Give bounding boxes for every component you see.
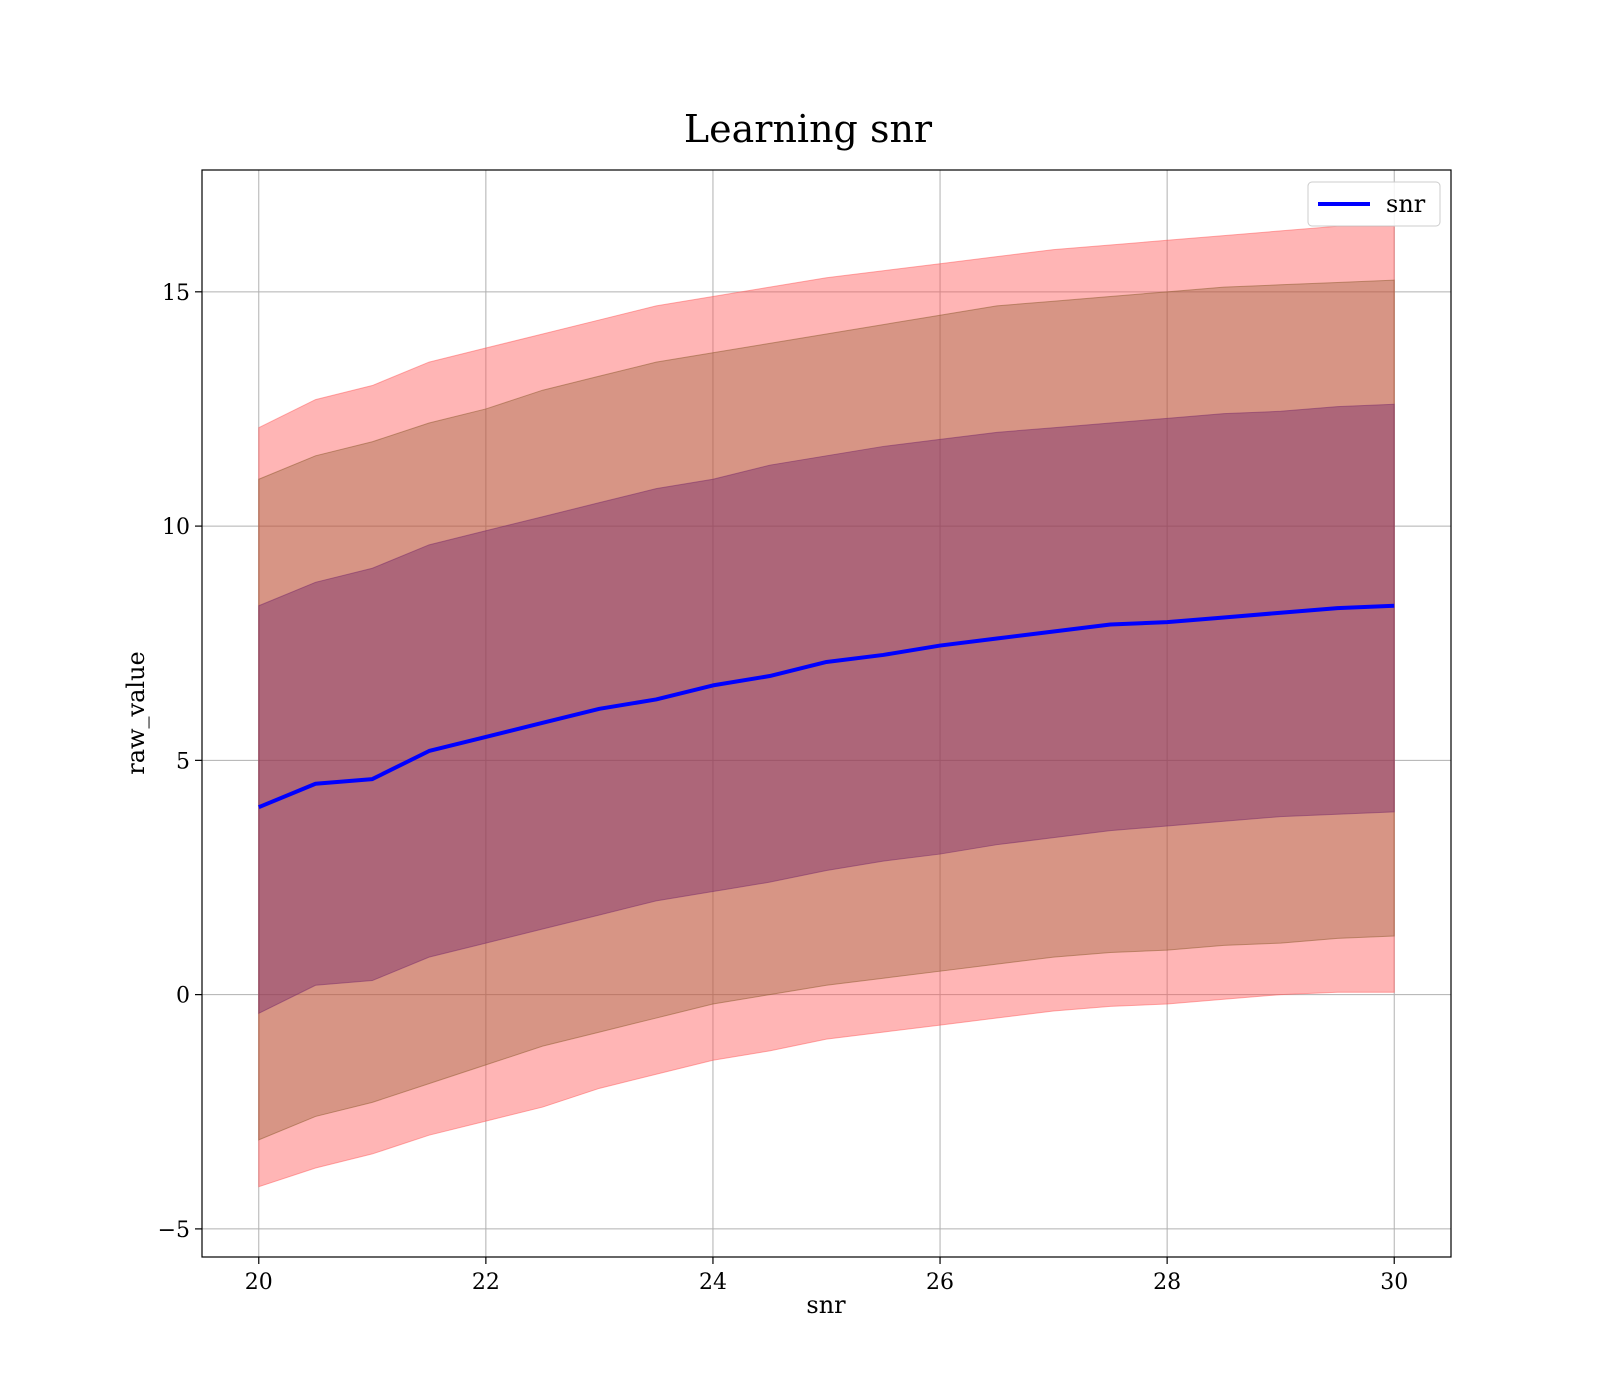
legend-box xyxy=(1307,181,1441,227)
y-axis-label: raw_value xyxy=(122,651,150,775)
x-axis-label: snr xyxy=(806,1291,846,1319)
chart-title: Learning snr xyxy=(684,107,933,151)
axis-ticks: 20 22 24 26 28 30 −5 0 5 10 15 xyxy=(158,281,1409,1295)
band-1 xyxy=(258,279,1395,1141)
x-tick-label: 24 xyxy=(699,1270,727,1295)
y-tick-label: 0 xyxy=(176,984,190,1009)
x-tick-label: 26 xyxy=(926,1270,954,1295)
y-tick-label: −5 xyxy=(158,1218,190,1243)
y-tick-label: 10 xyxy=(162,515,190,540)
y-tick-label: 5 xyxy=(176,749,190,774)
x-tick-label: 22 xyxy=(472,1270,500,1295)
series-lines xyxy=(258,603,1395,810)
x-tick-label: 28 xyxy=(1153,1270,1181,1295)
legend: snr xyxy=(1307,181,1441,227)
plot-frame xyxy=(201,169,1452,1258)
legend-label-snr: snr xyxy=(1386,190,1426,218)
x-tick-label: 20 xyxy=(245,1270,273,1295)
confidence-bands xyxy=(258,225,1395,1188)
band-0 xyxy=(258,225,1395,1188)
x-tick-label: 30 xyxy=(1380,1270,1408,1295)
y-tick-label: 15 xyxy=(162,281,190,306)
band-2 xyxy=(258,403,1395,1015)
series-line-snr xyxy=(258,603,1395,810)
